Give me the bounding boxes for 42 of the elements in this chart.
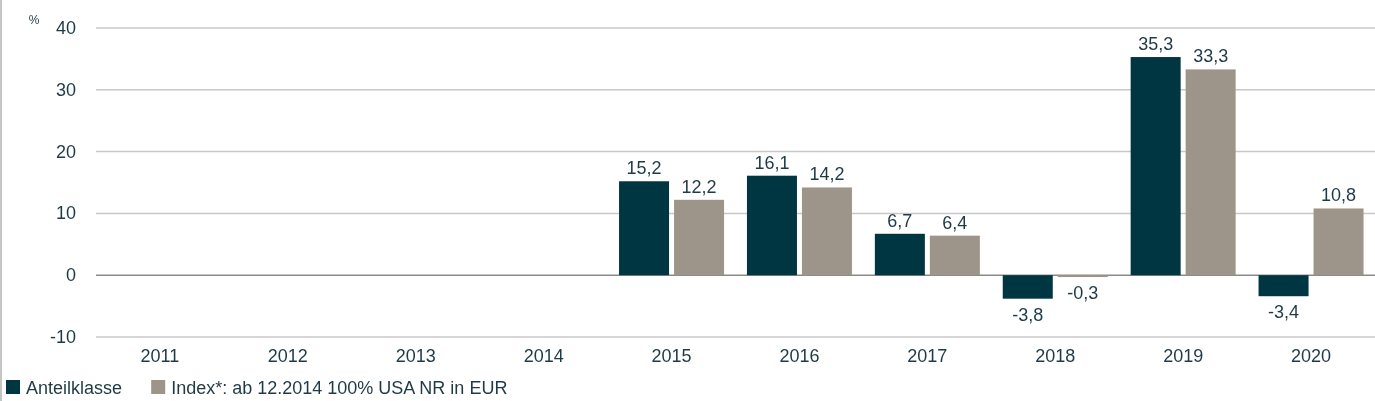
bar: [619, 181, 670, 276]
data-label: 14,2: [809, 164, 845, 185]
y-tick-label: 40: [55, 18, 76, 38]
data-label: 10,8: [1321, 185, 1357, 206]
bar: [746, 175, 797, 276]
data-label: -3,8: [1012, 304, 1044, 325]
bar: [874, 233, 925, 276]
data-label: 6,4: [942, 212, 968, 233]
bar: [1313, 208, 1364, 276]
legend-label: Index*: ab 12.2014 100% USA NR in EUR: [171, 378, 508, 398]
x-tick-label: 2019: [1163, 346, 1204, 366]
x-tick-label: 2018: [1035, 346, 1076, 366]
data-label: 15,2: [626, 158, 662, 179]
y-tick-label: 20: [55, 141, 76, 162]
bar: [674, 199, 725, 276]
x-tick-label: 2016: [779, 346, 820, 366]
x-tick-label: 2012: [267, 346, 308, 366]
x-tick-label: 2011: [140, 346, 180, 366]
y-axis-title: %: [28, 13, 40, 27]
bar: [1185, 69, 1236, 276]
data-label: 33,3: [1193, 46, 1229, 67]
data-label: 16,1: [754, 152, 790, 173]
bar: [1002, 275, 1053, 299]
x-tick-label: 2015: [651, 346, 692, 366]
data-label: -3,4: [1268, 302, 1300, 323]
y-tick-label: -10: [49, 327, 76, 347]
bar: [801, 187, 852, 276]
data-label: 12,2: [681, 176, 717, 197]
x-tick-label: 2020: [1291, 346, 1332, 366]
x-tick-label: 2014: [523, 346, 564, 366]
data-label: 35,3: [1138, 34, 1174, 55]
y-tick-label: 30: [55, 79, 76, 100]
y-tick-label: 0: [65, 265, 76, 286]
x-tick-label: 2013: [395, 346, 436, 366]
x-tick-label: 2017: [907, 346, 948, 366]
legend-label: Anteilklasse: [26, 378, 123, 398]
bar: [1130, 57, 1181, 276]
bar: [929, 235, 980, 276]
data-label: 6,7: [887, 210, 913, 231]
y-tick-label: 10: [55, 203, 76, 224]
bar: [1258, 275, 1309, 297]
data-label: -0,3: [1067, 283, 1099, 304]
